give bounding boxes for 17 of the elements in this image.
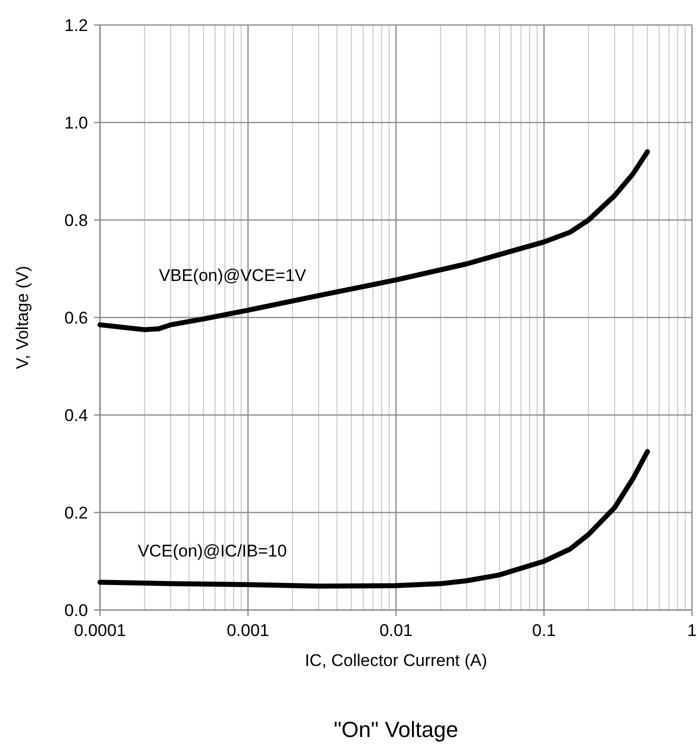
- y-tick-label: 0.0: [64, 600, 88, 620]
- y-tick-label: 0.6: [64, 308, 88, 328]
- x-tick-label: 0.001: [226, 621, 270, 640]
- y-tick-label: 0.2: [64, 503, 88, 522]
- series-label: VCE(on)@IC/IB=10: [138, 541, 287, 560]
- x-tick-label: 0.0001: [74, 621, 126, 640]
- y-tick-label: 1.2: [64, 16, 88, 35]
- x-axis-title: IC, Collector Current (A): [304, 651, 488, 670]
- x-tick-label: 1: [687, 621, 697, 640]
- y-tick-label: 0.8: [64, 210, 88, 230]
- y-tick-label: 1.0: [64, 113, 88, 132]
- x-tick-label: 0.01: [379, 621, 413, 640]
- x-tick-label: 0.1: [532, 621, 556, 640]
- y-tick-label: 0.4: [64, 406, 88, 425]
- text: "On" Voltage: [334, 717, 458, 742]
- series-label: VBE(on)@VCE=1V: [158, 266, 307, 285]
- y-axis-title: V, Voltage (V): [13, 266, 32, 370]
